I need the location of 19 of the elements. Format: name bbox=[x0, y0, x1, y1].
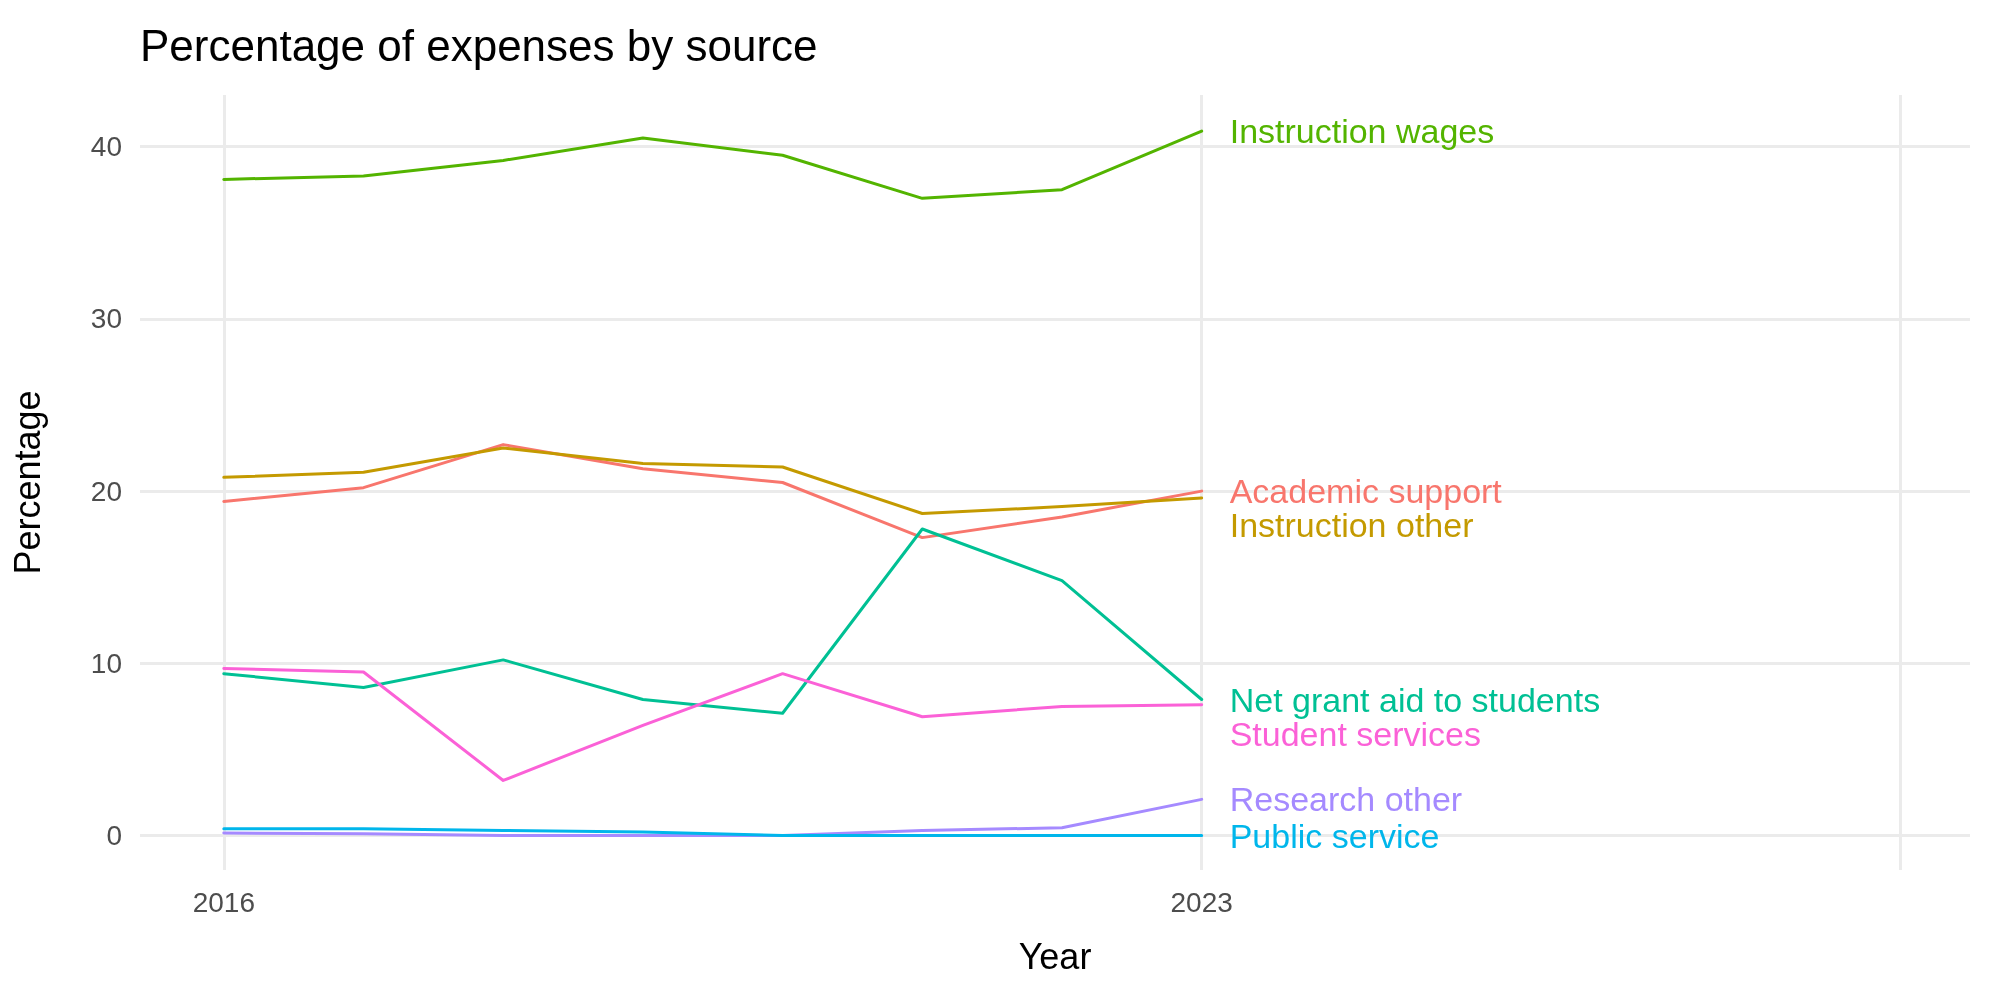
line-series bbox=[222, 667, 1204, 782]
x-tick-label: 2023 bbox=[1170, 886, 1233, 918]
y-tick-label: 10 bbox=[90, 647, 122, 679]
series-label: Academic support bbox=[1229, 472, 1503, 511]
series-label: Instruction wages bbox=[1229, 112, 1495, 151]
y-tick-label: 0 bbox=[106, 820, 122, 852]
x-tick-label: 2016 bbox=[192, 886, 255, 918]
y-tick-label: 20 bbox=[90, 475, 122, 507]
chart-title: Percentage of expenses by source bbox=[140, 20, 818, 70]
line-series bbox=[222, 129, 1204, 200]
line-series bbox=[222, 446, 1204, 515]
series-label: Public service bbox=[1229, 816, 1440, 855]
line-series bbox=[222, 527, 1204, 715]
y-axis-title: Percentage bbox=[6, 390, 48, 575]
series-label: Research other bbox=[1229, 780, 1463, 819]
y-tick-label: 30 bbox=[90, 303, 122, 335]
line-series bbox=[222, 827, 1204, 838]
x-axis-title: Year bbox=[1018, 935, 1092, 977]
y-tick-label: 40 bbox=[90, 131, 122, 163]
